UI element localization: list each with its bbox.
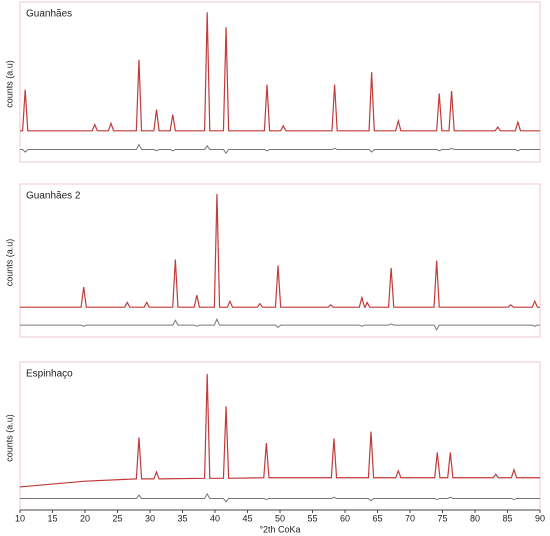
panel-title: Espinhaço <box>26 369 73 380</box>
y-axis-label: counts (a.u) <box>4 239 14 287</box>
x-tick-label: 15 <box>47 513 57 523</box>
x-tick-label: 75 <box>437 513 447 523</box>
panel-title: Guanhães 2 <box>26 191 81 202</box>
plot-frame <box>19 361 541 511</box>
x-axis-label: °2th CoKa <box>259 524 300 534</box>
x-tick-label: 50 <box>275 513 285 523</box>
x-tick-label: 45 <box>242 513 252 523</box>
x-tick-label: 65 <box>372 513 382 523</box>
plot-frame <box>19 1 541 163</box>
series-line <box>20 193 540 308</box>
y-axis-label: counts (a.u) <box>4 414 14 462</box>
x-tick-label: 40 <box>210 513 220 523</box>
x-tick-label: 10 <box>15 513 25 523</box>
series-line <box>20 492 540 503</box>
x-tick-label: 30 <box>145 513 155 523</box>
x-tick-label: 85 <box>502 513 512 523</box>
series-line <box>19 374 540 488</box>
x-tick-label: 60 <box>340 513 350 523</box>
x-tick-label: 70 <box>405 513 415 523</box>
x-tick-label: 20 <box>80 513 90 523</box>
x-tick-label: 25 <box>112 513 122 523</box>
series-line <box>20 317 540 331</box>
panel-title: Guanhães <box>26 9 72 20</box>
x-tick-label: 90 <box>535 513 545 523</box>
series-line <box>20 143 540 155</box>
x-tick-label: 35 <box>177 513 187 523</box>
x-tick-label: 80 <box>470 513 480 523</box>
plot-frame <box>19 183 541 338</box>
series-line <box>20 12 540 132</box>
x-tick-label: 55 <box>307 513 317 523</box>
y-axis-label: counts (a.u) <box>4 60 14 108</box>
